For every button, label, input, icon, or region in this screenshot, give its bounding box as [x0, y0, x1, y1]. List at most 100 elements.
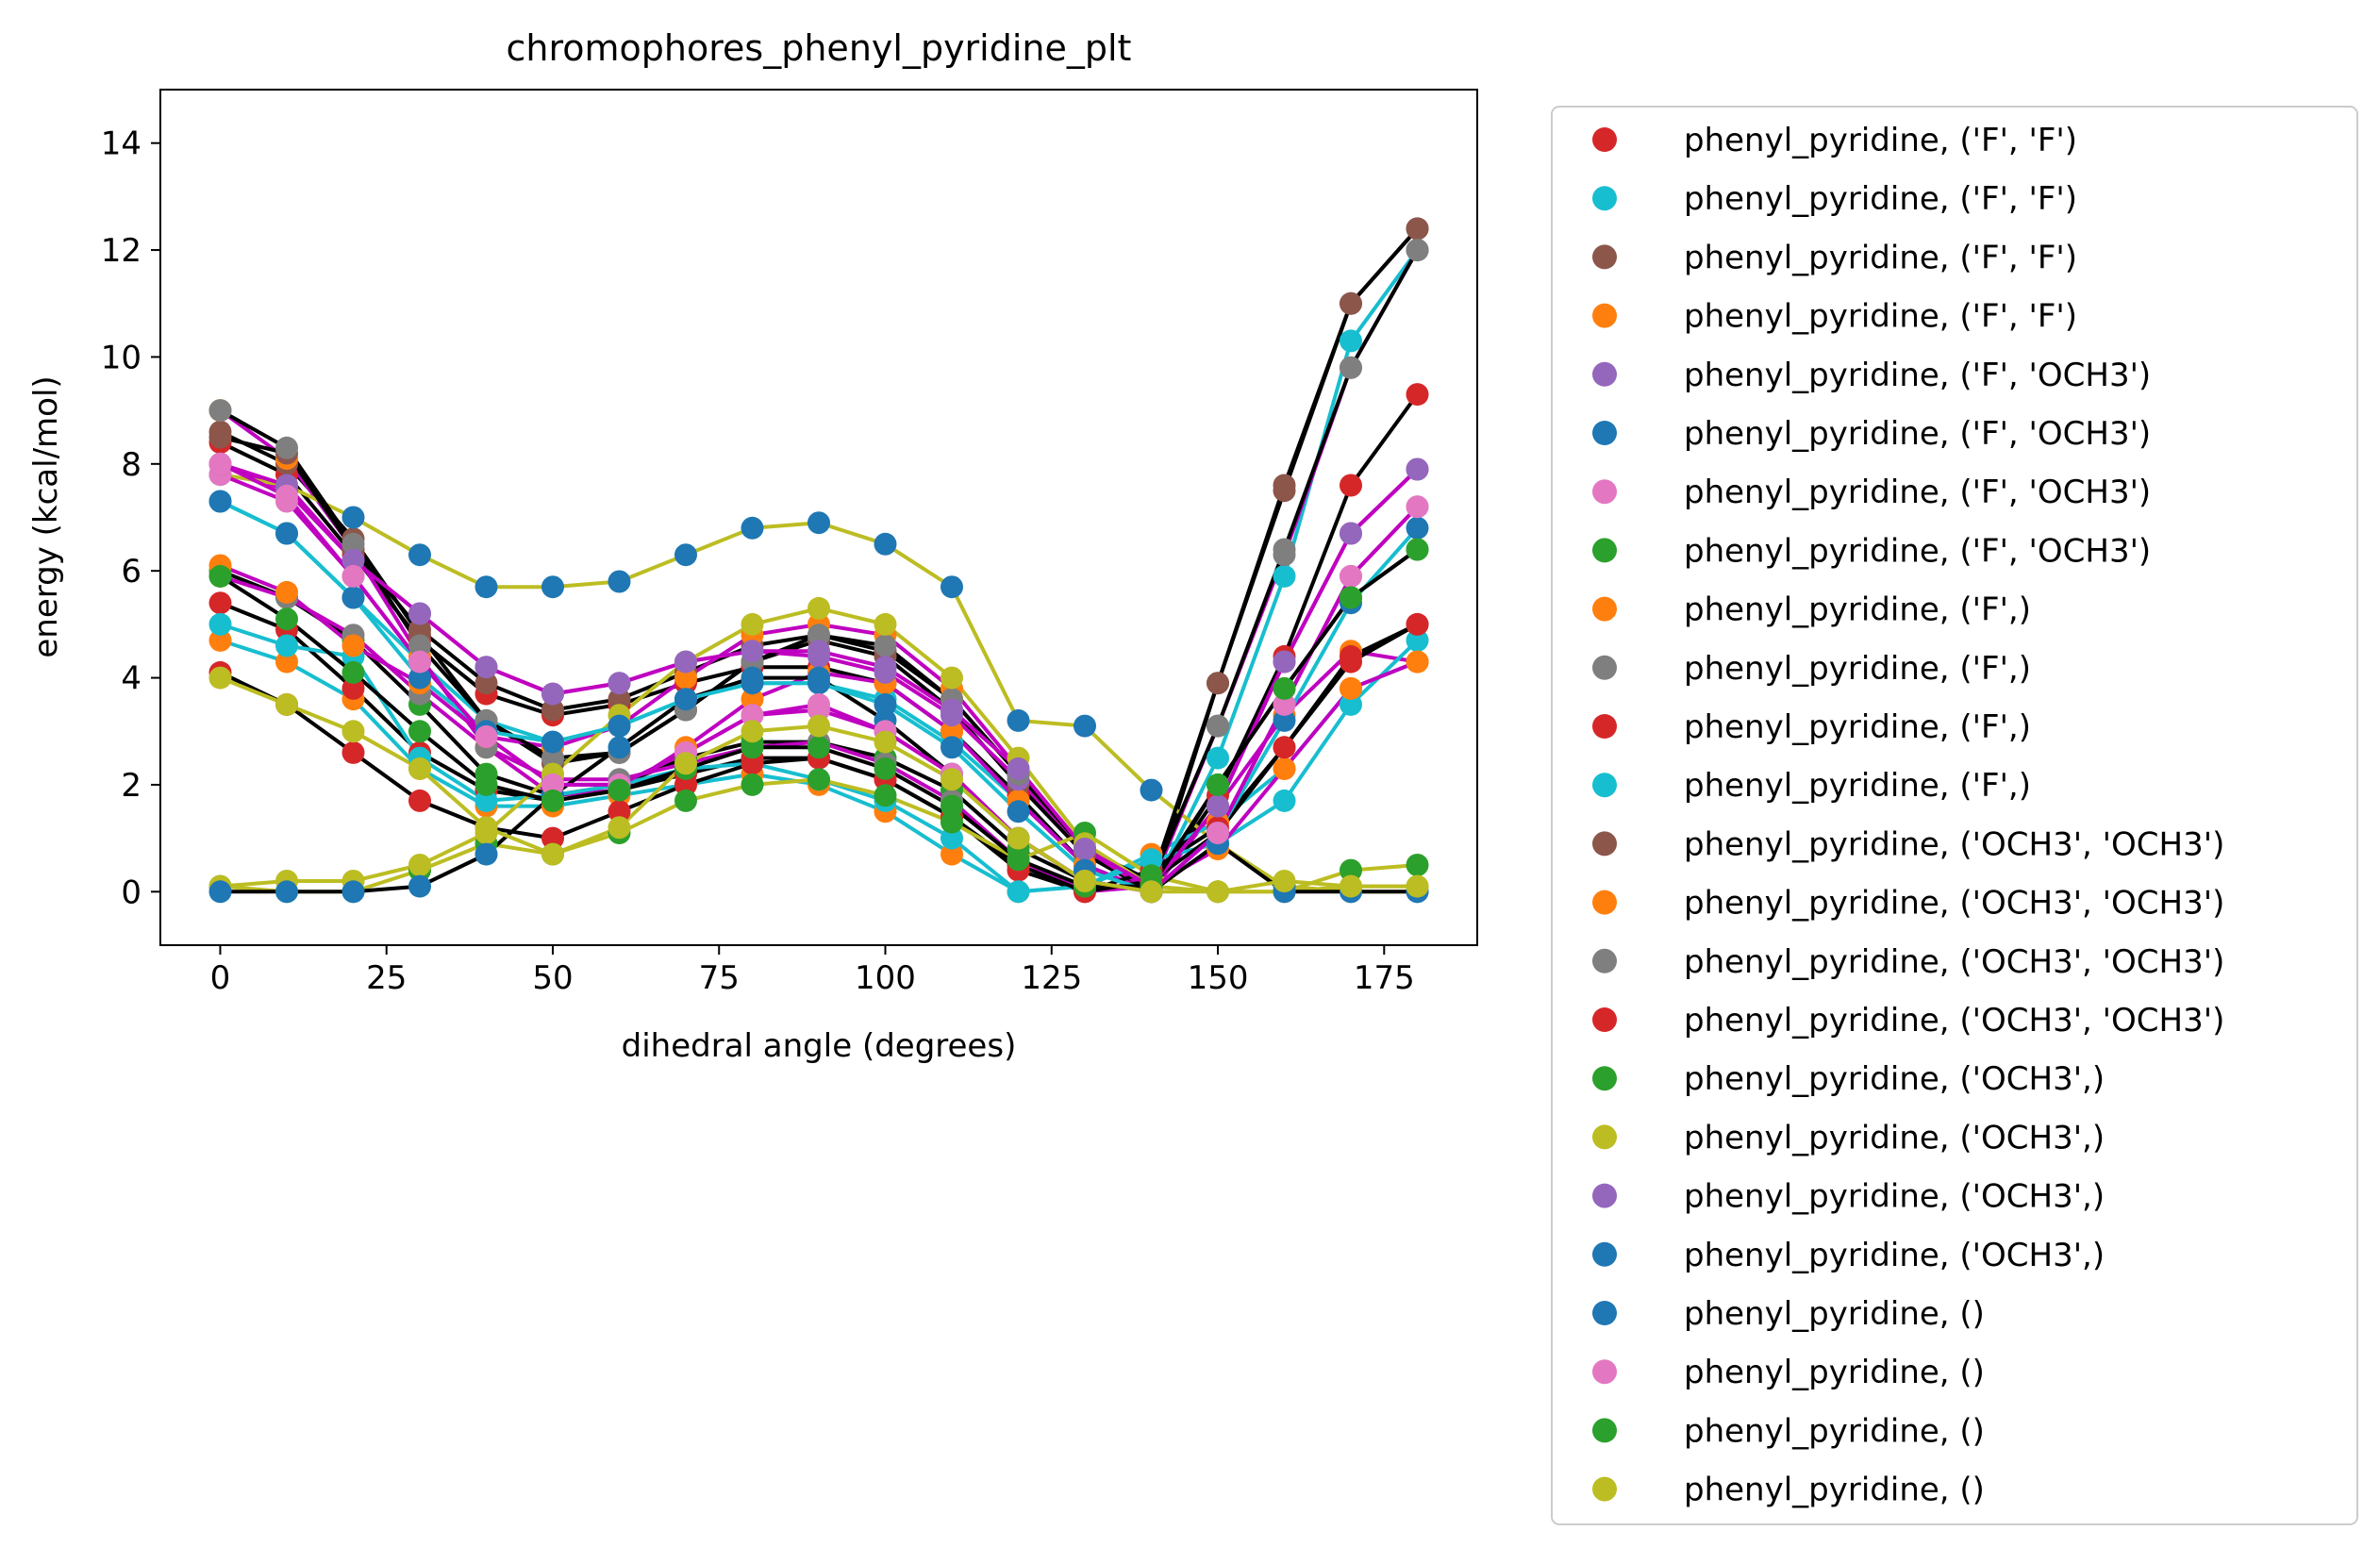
data-point-s15-6 — [607, 800, 631, 823]
data-point-s1-17 — [1340, 329, 1362, 353]
plot-frame — [159, 89, 1478, 946]
data-point-s16-9 — [807, 768, 830, 791]
data-point-s17-8 — [741, 612, 764, 636]
data-point-s1-15 — [1207, 746, 1229, 770]
data-point-s18-11 — [940, 698, 963, 722]
data-point-s19-1 — [275, 880, 298, 904]
data-point-s18-9 — [807, 640, 830, 663]
data-point-s1-16 — [1273, 564, 1296, 588]
data-point-s22-5 — [541, 789, 564, 812]
data-point-s17-11 — [940, 666, 963, 690]
data-point-s13-1 — [275, 580, 298, 604]
data-point-s20-8 — [741, 672, 764, 695]
data-point-s15-5 — [541, 826, 564, 850]
data-point-s22-16 — [1273, 676, 1296, 700]
data-point-s12-0 — [208, 425, 232, 449]
legend-label-13: phenyl_pyridine, ('OCH3', 'OCH3') — [1684, 885, 2224, 923]
data-point-s22-17 — [1340, 586, 1362, 609]
data-point-s13-18 — [1406, 650, 1429, 674]
data-point-s23-15 — [1207, 880, 1229, 904]
data-point-s19-4 — [474, 842, 498, 866]
x-tick-label: 175 — [1354, 959, 1415, 997]
data-point-s20-0 — [208, 490, 232, 513]
legend-marker-12 — [1592, 831, 1617, 857]
data-point-s12-15 — [1207, 672, 1229, 695]
data-point-s0-17 — [1340, 474, 1362, 497]
data-point-s20-7 — [674, 688, 697, 711]
data-point-s20-12 — [1007, 800, 1030, 823]
data-point-s5-2 — [341, 506, 365, 529]
data-point-s14-16 — [1273, 538, 1296, 561]
data-point-s20-1 — [275, 522, 298, 545]
data-point-s18-2 — [341, 548, 365, 572]
data-point-s14-0 — [208, 399, 232, 423]
legend: phenyl_pyridine, ('F', 'F') phenyl_pyridi… — [1551, 106, 2358, 1525]
data-point-s14-9 — [807, 624, 830, 647]
data-point-s11-14 — [1140, 848, 1163, 872]
data-point-s8-11 — [940, 842, 963, 866]
legend-marker-4 — [1592, 361, 1617, 387]
data-point-s23-1 — [275, 692, 298, 716]
legend-marker-0 — [1592, 127, 1617, 152]
data-point-s12-18 — [1406, 217, 1429, 241]
data-point-s11-0 — [208, 612, 232, 636]
legend-marker-23 — [1592, 1476, 1617, 1502]
y-axis-ticks: 0 2 4 6 8 10 12 14 — [101, 125, 160, 911]
x-tick-label: 125 — [1021, 959, 1082, 997]
x-tick-label: 50 — [532, 959, 573, 997]
data-point-s19-3 — [408, 874, 431, 898]
legend-label-12: phenyl_pyridine, ('OCH3', 'OCH3') — [1684, 825, 2224, 863]
data-point-s11-18 — [1406, 628, 1429, 652]
data-point-s18-13 — [1073, 838, 1096, 860]
data-point-s12-5 — [541, 698, 564, 722]
data-point-s20-18 — [1406, 516, 1429, 540]
legend-marker-6 — [1592, 479, 1617, 505]
data-point-s11-17 — [1340, 692, 1362, 716]
data-point-s23-7 — [674, 752, 697, 775]
legend-marker-10 — [1592, 714, 1617, 739]
data-point-s11-16 — [1273, 789, 1296, 812]
data-point-s11-11 — [940, 826, 963, 850]
data-point-s23-18 — [1406, 874, 1429, 898]
data-point-s22-10 — [874, 757, 897, 780]
data-point-s13-17 — [1340, 676, 1362, 700]
data-point-s13-7 — [674, 666, 697, 690]
legend-label-4: phenyl_pyridine, ('F', 'OCH3') — [1684, 357, 2151, 394]
data-point-s15-18 — [1406, 612, 1429, 636]
data-point-s15-16 — [1273, 736, 1296, 759]
legend-marker-1 — [1592, 186, 1617, 211]
y-tick-label: 12 — [101, 232, 141, 270]
legend-marker-21 — [1592, 1359, 1617, 1385]
legend-label-9: phenyl_pyridine, ('F',) — [1684, 650, 2031, 688]
data-point-s21-0 — [208, 452, 232, 475]
data-point-s22-18 — [1406, 538, 1429, 561]
legend-marker-20 — [1592, 1301, 1617, 1325]
data-point-s18-6 — [607, 672, 631, 695]
data-point-s12-3 — [408, 618, 431, 641]
x-tick-label: 100 — [855, 959, 916, 997]
data-point-s23-10 — [874, 730, 897, 754]
y-tick-label: 4 — [121, 660, 141, 698]
y-tick-label: 0 — [121, 873, 141, 911]
data-point-s23-14 — [1140, 880, 1163, 904]
data-point-s5-9 — [807, 511, 830, 535]
data-point-s14-5 — [541, 746, 564, 770]
data-point-s21-5 — [541, 773, 564, 796]
data-point-s5-3 — [408, 543, 431, 567]
legend-label-6: phenyl_pyridine, ('F', 'OCH3') — [1684, 474, 2151, 511]
legend-marker-8 — [1592, 596, 1617, 622]
data-point-s21-1 — [275, 484, 298, 507]
legend-marker-17 — [1592, 1124, 1617, 1150]
data-point-s12-17 — [1340, 291, 1362, 315]
data-point-s18-16 — [1273, 650, 1296, 674]
data-point-s14-10 — [874, 634, 897, 657]
data-point-s22-15 — [1207, 773, 1229, 796]
data-point-s17-9 — [807, 596, 830, 620]
legend-label-15: phenyl_pyridine, ('OCH3', 'OCH3') — [1684, 1002, 2224, 1040]
data-point-s22-6 — [607, 778, 631, 802]
data-point-s12-6 — [607, 688, 631, 711]
data-point-s22-1 — [275, 607, 298, 631]
data-point-s21-9 — [807, 692, 830, 716]
data-point-s12-16 — [1273, 479, 1296, 503]
